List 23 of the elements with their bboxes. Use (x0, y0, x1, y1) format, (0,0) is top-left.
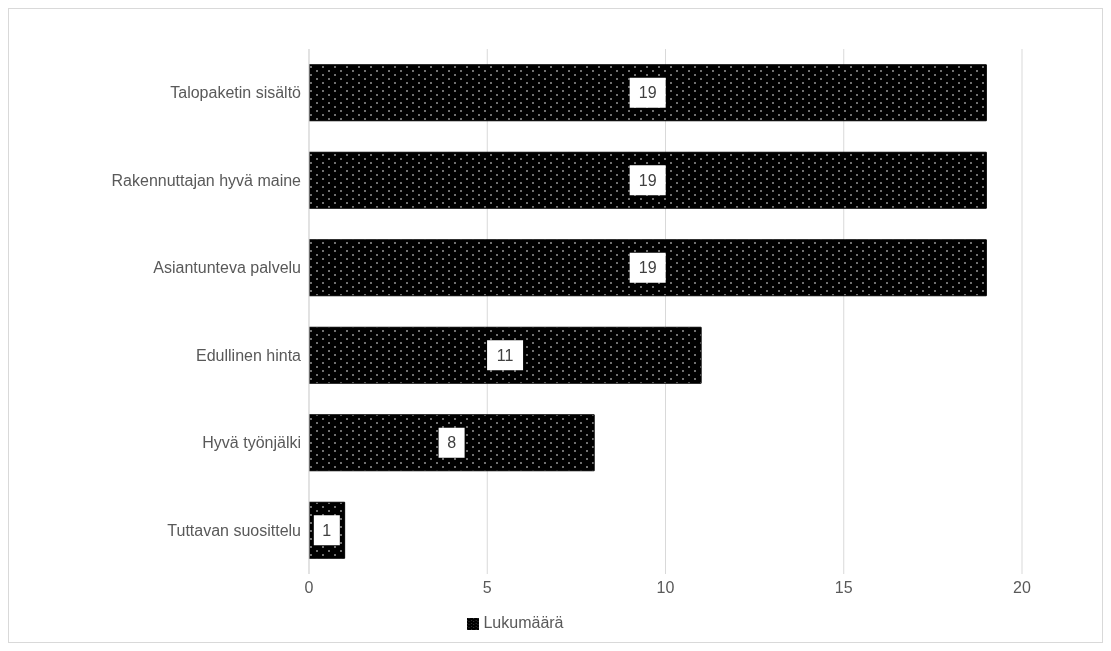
data-label: 19 (638, 171, 657, 189)
data-label: 1 (322, 521, 332, 539)
y-tick-label: Edullinen hinta (196, 346, 302, 364)
x-tick-label: 0 (304, 579, 314, 597)
y-tick-label: Rakennuttajan hyvä maine (111, 171, 302, 189)
data-label: 19 (638, 84, 657, 102)
y-tick-label: Talopaketin sisältö (170, 84, 302, 102)
x-tick-label: 10 (656, 579, 675, 597)
bar (309, 239, 987, 297)
data-label: 8 (447, 434, 457, 452)
bar (309, 64, 987, 122)
bar (309, 414, 595, 472)
bar (309, 151, 987, 209)
bar (309, 326, 702, 384)
data-label: 19 (638, 259, 657, 277)
data-label: 11 (496, 346, 514, 364)
y-tick-label: Tuttavan suosittelu (167, 521, 301, 539)
x-tick-label: 5 (482, 579, 492, 597)
x-tick-label: 20 (1013, 579, 1031, 597)
legend-label: Lukumäärä (483, 614, 564, 631)
y-tick-label: Hyvä työnjälki (202, 434, 301, 452)
y-tick-label: Asiantunteva palvelu (153, 259, 301, 277)
x-tick-label: 15 (834, 579, 853, 597)
